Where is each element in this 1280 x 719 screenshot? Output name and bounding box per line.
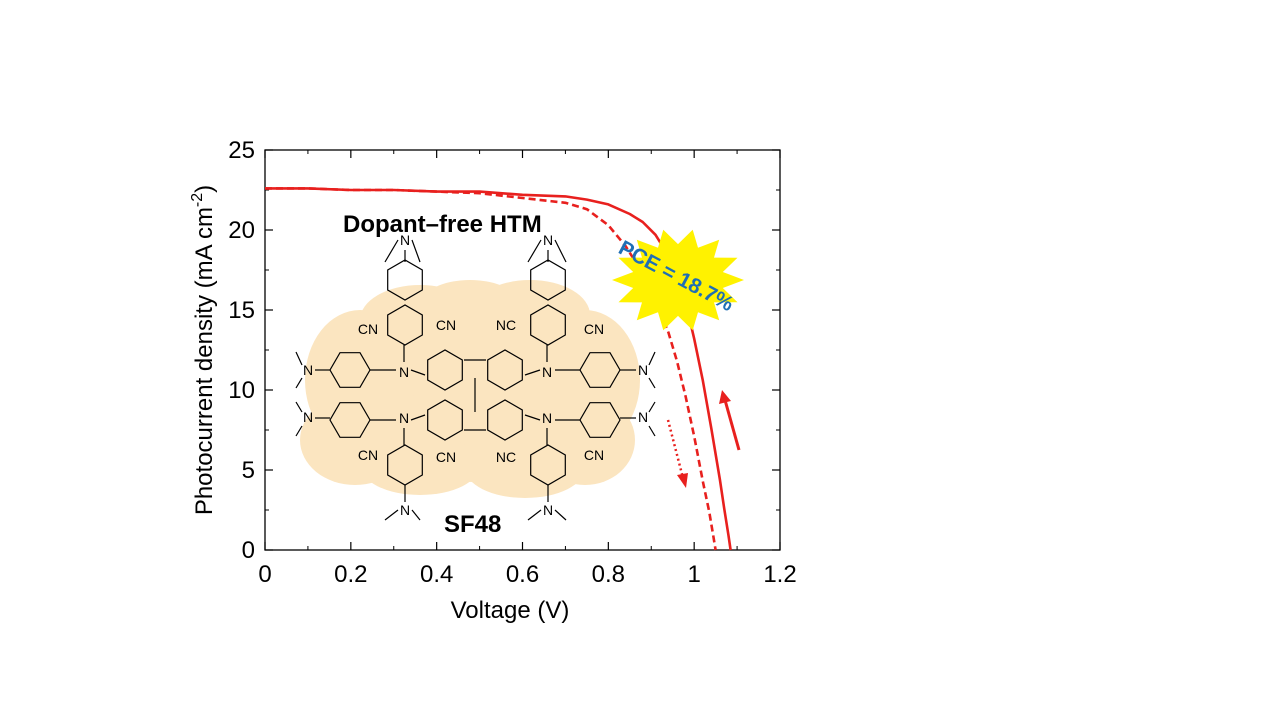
y-ticks: 0 5 10 15 20 25 <box>228 137 780 564</box>
atom-label: NC <box>496 317 516 333</box>
y-axis-title: Photocurrent density (mA cm-2) <box>189 185 218 515</box>
reverse-scan-curve <box>265 187 717 551</box>
atom-label: N <box>399 364 409 380</box>
burst-shape <box>612 229 744 331</box>
bond <box>554 509 567 521</box>
atom-label: N <box>303 362 313 378</box>
y-axis-title-sup: -2 <box>189 193 206 207</box>
cloud-blob <box>465 438 585 498</box>
y-tick-label: 25 <box>228 137 255 164</box>
y-axis-title-close: ) <box>191 185 218 193</box>
y-tick-label: 5 <box>242 457 255 484</box>
series-layer <box>265 187 732 551</box>
x-tick-label: 1 <box>687 561 700 588</box>
atom-label: N <box>542 410 552 426</box>
bond <box>524 414 541 421</box>
benzene-ring <box>387 259 423 301</box>
x-tick-label: 0.2 <box>334 561 367 588</box>
bond <box>410 414 426 421</box>
atom-label: N <box>543 232 553 248</box>
atom-label: CN <box>584 321 604 337</box>
atom-label: N <box>400 232 410 248</box>
benzene-ring <box>427 399 463 441</box>
pce-burst <box>612 229 744 331</box>
x-ticks: 0 0.2 0.4 0.6 0.8 1 1.2 <box>258 150 797 588</box>
benzene-ring <box>427 349 463 391</box>
reverse-scan-arrow <box>666 419 688 488</box>
molecule-name: SF48 <box>444 511 501 538</box>
benzene-ring <box>387 304 423 346</box>
atom-label: N <box>542 364 552 380</box>
atom-label: CN <box>436 317 456 333</box>
benzene-ring <box>487 399 523 441</box>
x-tick-label: 0 <box>258 561 271 588</box>
y-tick-label: 10 <box>228 377 255 404</box>
y-axis-title-main: Photocurrent density (mA cm <box>191 207 218 515</box>
atom-label: N <box>399 410 409 426</box>
bond <box>411 509 421 521</box>
benzene-ring <box>329 402 371 438</box>
benzene-ring <box>487 349 523 391</box>
atom-label: CN <box>358 447 378 463</box>
x-tick-label: 0.8 <box>592 561 625 588</box>
bond <box>648 401 656 413</box>
atom-label: CN <box>358 321 378 337</box>
atom-label: CN <box>584 447 604 463</box>
forward-scan-arrow <box>719 390 741 451</box>
bond <box>527 509 542 521</box>
bond <box>648 351 656 366</box>
bond <box>295 425 303 437</box>
atom-label: N <box>400 502 410 518</box>
atom-label: N <box>638 362 648 378</box>
molecule-cloud <box>300 280 640 498</box>
bond <box>410 369 426 376</box>
atom-label: NC <box>496 449 516 465</box>
benzene-ring <box>530 304 566 346</box>
y-tick-label: 20 <box>228 217 255 244</box>
x-tick-label: 0.4 <box>420 561 453 588</box>
atom-label: N <box>543 502 553 518</box>
x-tick-label: 0.6 <box>506 561 539 588</box>
cloud-blob <box>420 280 520 330</box>
x-tick-label: 1.2 <box>763 561 796 588</box>
cloud-blob <box>360 435 480 495</box>
atom-label: N <box>638 409 648 425</box>
bond <box>411 239 421 263</box>
y-tick-label: 15 <box>228 297 255 324</box>
bond <box>295 401 303 413</box>
x-axis-title: Voltage (V) <box>451 597 570 624</box>
benzene-ring <box>530 259 566 301</box>
bond <box>384 239 399 263</box>
bond <box>527 239 542 263</box>
bond <box>648 377 656 389</box>
bond <box>295 351 303 366</box>
atom-label: CN <box>436 449 456 465</box>
bond <box>648 425 656 437</box>
sf48-molecule-structure: N N N N N N N N N N N N CN CN NC CN CN CN NC CN <box>295 232 656 521</box>
bond <box>295 377 303 389</box>
bond <box>384 509 399 521</box>
bond <box>554 239 567 263</box>
y-tick-label: 0 <box>242 537 255 564</box>
htm-label: Dopant–free HTM <box>343 211 542 238</box>
bond <box>524 369 541 376</box>
atom-label: N <box>303 409 313 425</box>
